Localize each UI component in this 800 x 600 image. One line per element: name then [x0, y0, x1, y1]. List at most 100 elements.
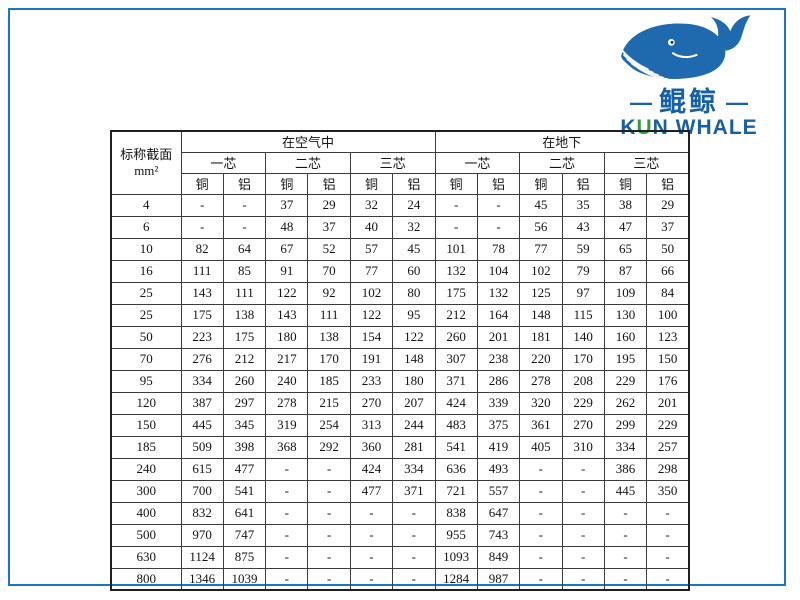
row-label-cell: 70 — [110, 347, 182, 371]
table-cell: 80 — [392, 281, 436, 305]
table-cell: 175 — [180, 303, 224, 327]
table-cell: 832 — [180, 501, 224, 525]
row-label-cell: 6 — [110, 215, 182, 239]
table-cell: - — [307, 545, 351, 569]
table-cell: 1284 — [434, 567, 478, 591]
table-cell: 217 — [265, 347, 309, 371]
table-cell: 130 — [603, 303, 648, 327]
table-cell: 493 — [476, 457, 521, 481]
table-cell: 102 — [349, 281, 394, 305]
table-cell: - — [603, 501, 648, 525]
table-cell: 368 — [265, 435, 309, 459]
table-cell: 419 — [476, 435, 521, 459]
table-cell: 615 — [180, 457, 224, 481]
table-cell: 140 — [561, 325, 605, 349]
table-cell: - — [561, 523, 605, 547]
brand-logo: — 鲲鲸 — KUN WHALE — [594, 12, 784, 139]
table-cell: 215 — [307, 391, 351, 415]
core-header-cell: 一芯 — [434, 151, 521, 174]
table-cell: 345 — [222, 413, 267, 437]
table-row: 16 111 85 91 70 77 60 132 104 102 79 87 66 — [110, 259, 690, 283]
table-cell: - — [392, 567, 436, 591]
row-label-cell: 240 — [110, 457, 182, 481]
row-label-cell: 800 — [110, 567, 182, 591]
table-cell: - — [265, 567, 309, 591]
table-cell: - — [265, 501, 309, 525]
material-header-cell: 铝 — [392, 172, 436, 195]
table-cell: - — [519, 479, 563, 503]
table-row: 150 445 345 319 254 313 244 483 375 361 270 299 229 — [110, 413, 690, 437]
table-cell: - — [561, 545, 605, 569]
table-cell: 743 — [476, 523, 521, 547]
table-row: 50 223 175 180 138 154 122 260 201 181 140 160 123 — [110, 325, 690, 349]
table-row: 630 1124 875- - - -1093 849- - - - — [110, 545, 690, 569]
table-row: 400 832 641- - - -838 647- - - - — [110, 501, 690, 525]
table-cell: 91 — [265, 259, 309, 283]
table-cell: 84 — [646, 281, 690, 305]
table-cell: - — [646, 545, 690, 569]
table-cell: 148 — [519, 303, 563, 327]
table-cell: 180 — [265, 325, 309, 349]
table-cell: 297 — [222, 391, 267, 415]
table-row: 240 615 477- -424 334 636 493- -386 298 — [110, 457, 690, 481]
table-cell: 47 — [603, 215, 648, 239]
table-cell: 52 — [307, 237, 351, 261]
table-cell: 229 — [603, 369, 648, 393]
table-cell: 111 — [307, 303, 351, 327]
table-cell: 148 — [392, 347, 436, 371]
table-cell: 1039 — [222, 567, 267, 591]
table-cell: - — [349, 567, 394, 591]
table-cell: 700 — [180, 479, 224, 503]
core-header-cell: 二芯 — [265, 151, 351, 174]
table-cell: - — [646, 523, 690, 547]
table-cell: 87 — [603, 259, 648, 283]
table-cell: 223 — [180, 325, 224, 349]
table-cell: 109 — [603, 281, 648, 305]
table-row: 95 334 260 240 185 233 180 371 286 278 208 229 176 — [110, 369, 690, 393]
table-cell: 286 — [476, 369, 521, 393]
table-cell: 175 — [222, 325, 267, 349]
table-cell: 260 — [434, 325, 478, 349]
table-cell: 125 — [519, 281, 563, 305]
table-cell: - — [307, 567, 351, 591]
material-header-cell: 铝 — [646, 172, 690, 195]
whale-icon — [621, 15, 751, 81]
table-cell: 70 — [307, 259, 351, 283]
table-cell: 170 — [307, 347, 351, 371]
table-cell: - — [519, 523, 563, 547]
corner-title: 标称截面 — [120, 146, 173, 162]
table-cell: 97 — [561, 281, 605, 305]
table-cell: 207 — [392, 391, 436, 415]
table-cell: 37 — [646, 215, 690, 239]
table-cell: 477 — [222, 457, 267, 481]
table-cell: - — [646, 501, 690, 525]
row-label-cell: 185 — [110, 435, 182, 459]
table-cell: 176 — [646, 369, 690, 393]
table-cell: 334 — [180, 369, 224, 393]
table-cell: 477 — [349, 479, 394, 503]
table-cell: 307 — [434, 347, 478, 371]
table-cell: 244 — [392, 413, 436, 437]
table-cell: 100 — [646, 303, 690, 327]
table-cell: - — [519, 567, 563, 591]
table-cell: 185 — [307, 369, 351, 393]
table-cell: 50 — [646, 237, 690, 261]
table-cell: 79 — [561, 259, 605, 283]
table-cell: - — [603, 567, 648, 591]
table-cell: 180 — [392, 369, 436, 393]
table-cell: 541 — [222, 479, 267, 503]
table-cell: 361 — [519, 413, 563, 437]
table-cell: 35 — [561, 193, 605, 217]
table-cell: - — [265, 545, 309, 569]
table-cell: 238 — [476, 347, 521, 371]
table-row: 120 387 297 278 215 270 207 424 339 320 229 262 201 — [110, 391, 690, 415]
row-label-cell: 10 — [110, 237, 182, 261]
table-row: 70 276 212 217 170 191 148 307 238 220 170 195 150 — [110, 347, 690, 371]
table-cell: 56 — [519, 215, 563, 239]
logo-dash-right: — — [726, 89, 748, 115]
table-cell: 276 — [180, 347, 224, 371]
row-label-cell: 400 — [110, 501, 182, 525]
table-row: 800 1346 1039- - - -1284 987- - - - — [110, 567, 690, 591]
table-cell: - — [180, 215, 224, 239]
row-label-cell: 4 — [110, 193, 182, 217]
